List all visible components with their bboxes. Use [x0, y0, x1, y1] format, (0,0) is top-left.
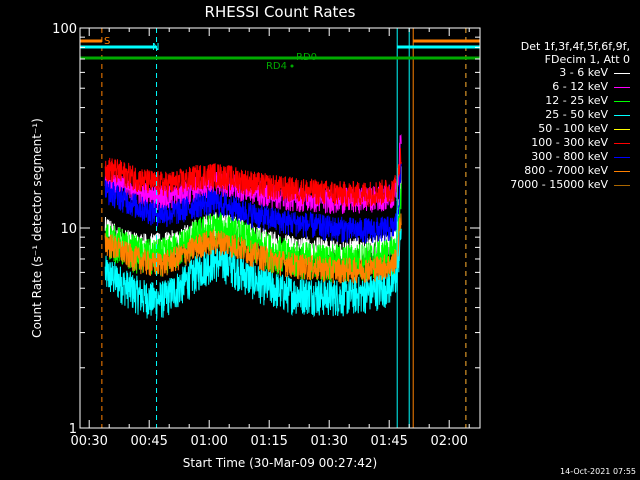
legend-item: 300 - 800 keV	[482, 150, 632, 164]
legend-header-line-1: Det 1f,3f,4f,5f,6f,9f,	[520, 40, 630, 53]
x-tick-label: 01:00	[190, 434, 227, 449]
x-axis-ticks: 00:30 00:45 01:00 01:15 01:30 01:45 02:00	[70, 28, 470, 449]
rd4-point	[290, 64, 294, 68]
y-tick-label: 10	[60, 222, 77, 237]
legend-item-label: 50 - 100 keV	[538, 122, 608, 135]
legend-item: 100 - 300 keV	[482, 136, 632, 150]
legend-header-line-2: FDecim 1, Att 0	[544, 53, 630, 66]
legend-item-label: 12 - 25 keV	[545, 94, 608, 107]
legend-swatch	[614, 129, 630, 130]
series-line	[104, 147, 402, 207]
legend-item-label: 300 - 800 keV	[531, 150, 608, 163]
series-line	[104, 183, 402, 283]
legend-item: 3 - 6 keV	[482, 66, 632, 80]
x-tick-label: 02:00	[430, 434, 467, 449]
legend-swatch	[614, 143, 630, 144]
marker-annotation: RD4	[266, 61, 287, 72]
legend: Det 1f,3f,4f,5f,6f,9f, FDecim 1, Att 0 3…	[482, 40, 632, 192]
legend-item-label: 3 - 6 keV	[559, 66, 608, 79]
marker-annotation: N	[152, 42, 159, 53]
legend-rows: 3 - 6 keV 6 - 12 keV 12 - 25 keV 25 - 50 ke…	[482, 66, 632, 192]
legend-item: 25 - 50 keV	[482, 108, 632, 122]
marker-annotation: RD0	[296, 52, 317, 63]
legend-item: 6 - 12 keV	[482, 80, 632, 94]
legend-swatch	[614, 101, 630, 102]
legend-item: 50 - 100 keV	[482, 122, 632, 136]
legend-item-label: 7000 - 15000 keV	[510, 178, 608, 191]
date-stamp: 14-Oct-2021 07:55	[560, 467, 636, 476]
legend-swatch	[614, 157, 630, 158]
legend-swatch	[614, 87, 630, 88]
legend-swatch	[614, 171, 630, 172]
x-tick-label: 01:30	[310, 434, 347, 449]
chart-title: RHESSI Count Rates	[205, 3, 356, 21]
legend-item: 800 - 7000 keV	[482, 164, 632, 178]
x-tick-label: 00:30	[70, 434, 107, 449]
y-tick-label: 1	[69, 422, 77, 437]
legend-item-label: 25 - 50 keV	[545, 108, 608, 121]
legend-item: 12 - 25 keV	[482, 94, 632, 108]
legend-swatch	[614, 115, 630, 116]
series-line	[104, 213, 402, 284]
y-tick-label: 100	[52, 22, 77, 37]
x-axis-label: Start Time (30-Mar-09 00:27:42)	[183, 456, 377, 470]
x-tick-label: 00:45	[130, 434, 167, 449]
x-tick-label: 01:15	[250, 434, 287, 449]
series-line	[104, 163, 402, 244]
y-axis-ticks: 1 10 100	[52, 22, 480, 437]
legend-swatch	[614, 73, 630, 74]
legend-swatch	[614, 185, 630, 186]
legend-item-label: 800 - 7000 keV	[524, 164, 608, 177]
marker-annotation: S	[104, 36, 110, 47]
markers-layer: S N RD0 RD4	[79, 28, 480, 428]
y-axis-label: Count Rate (s⁻¹ detector segment⁻¹)	[30, 118, 44, 338]
x-tick-label: 01:45	[370, 434, 407, 449]
series-layer	[104, 134, 402, 319]
legend-item-label: 100 - 300 keV	[531, 136, 608, 149]
legend-item-label: 6 - 12 keV	[552, 80, 608, 93]
legend-item: 7000 - 15000 keV	[482, 178, 632, 192]
